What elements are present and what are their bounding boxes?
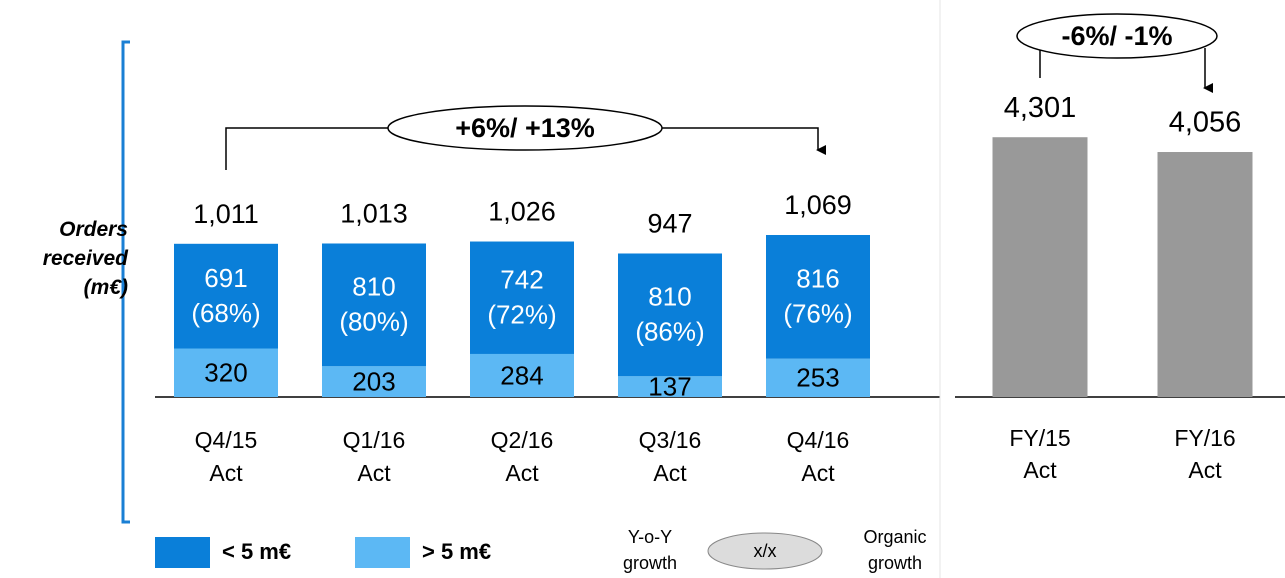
legend-label: < 5 m€ xyxy=(222,539,291,564)
segment-label: 816 xyxy=(796,264,839,294)
total-label: 947 xyxy=(647,209,692,239)
key-label: Organic growth xyxy=(863,527,926,573)
bar-segment xyxy=(174,348,278,397)
bar-segment xyxy=(322,366,426,397)
legend-swatch xyxy=(155,537,210,568)
growth-ellipse xyxy=(1016,13,1218,59)
key-label: Y-o-Y growth xyxy=(623,527,677,573)
segment-label: 810 xyxy=(648,282,691,312)
x-tick-label: FY/16 Act xyxy=(1174,425,1235,483)
bar-segment xyxy=(470,241,574,354)
segment-label: 137 xyxy=(648,371,691,401)
total-label: 1,026 xyxy=(488,197,556,227)
x-tick-label: Q4/16 Act xyxy=(787,427,850,486)
share-label: (72%) xyxy=(487,300,556,330)
legend-swatch xyxy=(355,537,410,568)
total-label: 1,013 xyxy=(340,199,408,229)
bar xyxy=(992,137,1088,397)
bar xyxy=(1157,152,1253,397)
value-label: 4,301 xyxy=(1004,92,1077,124)
segment-label: 320 xyxy=(204,358,247,388)
y-axis-label: Orders received (m€) xyxy=(43,218,129,299)
growth-annotation: +6%/ +13% xyxy=(455,113,595,143)
share-label: (76%) xyxy=(783,299,852,329)
segment-label: 284 xyxy=(500,360,543,390)
value-label: 4,056 xyxy=(1169,107,1242,139)
growth-ellipse xyxy=(387,105,663,151)
segment-label: 810 xyxy=(352,272,395,302)
x-tick-label: Q1/16 Act xyxy=(343,427,406,486)
growth-connector xyxy=(1039,48,1205,88)
segment-label: 203 xyxy=(352,366,395,396)
bar-segment xyxy=(618,253,722,377)
x-tick-label: Q3/16 Act xyxy=(639,427,702,486)
key-ellipse xyxy=(707,532,823,570)
total-label: 1,011 xyxy=(193,199,259,229)
share-label: (80%) xyxy=(339,307,408,337)
bracket xyxy=(121,40,130,524)
legend-label: > 5 m€ xyxy=(422,539,491,564)
x-tick-label: FY/15 Act xyxy=(1009,425,1070,483)
share-label: (86%) xyxy=(635,317,704,347)
growth-annotation: -6%/ -1% xyxy=(1061,21,1172,51)
bar-segment xyxy=(766,358,870,397)
share-label: (68%) xyxy=(191,298,260,328)
segment-label: 253 xyxy=(796,363,839,393)
bar-segment xyxy=(618,376,722,397)
x-tick-label: Q4/15 Act xyxy=(195,427,258,486)
segment-label: 691 xyxy=(204,263,247,293)
x-tick-label: Q2/16 Act xyxy=(491,427,554,486)
total-label: 1,069 xyxy=(784,190,852,220)
bar-segment xyxy=(322,243,426,367)
bar-segment xyxy=(174,243,278,349)
segment-label: 742 xyxy=(500,265,543,295)
key-label: x/x xyxy=(753,541,776,561)
bar-segment xyxy=(766,235,870,359)
bar-segment xyxy=(470,353,574,397)
